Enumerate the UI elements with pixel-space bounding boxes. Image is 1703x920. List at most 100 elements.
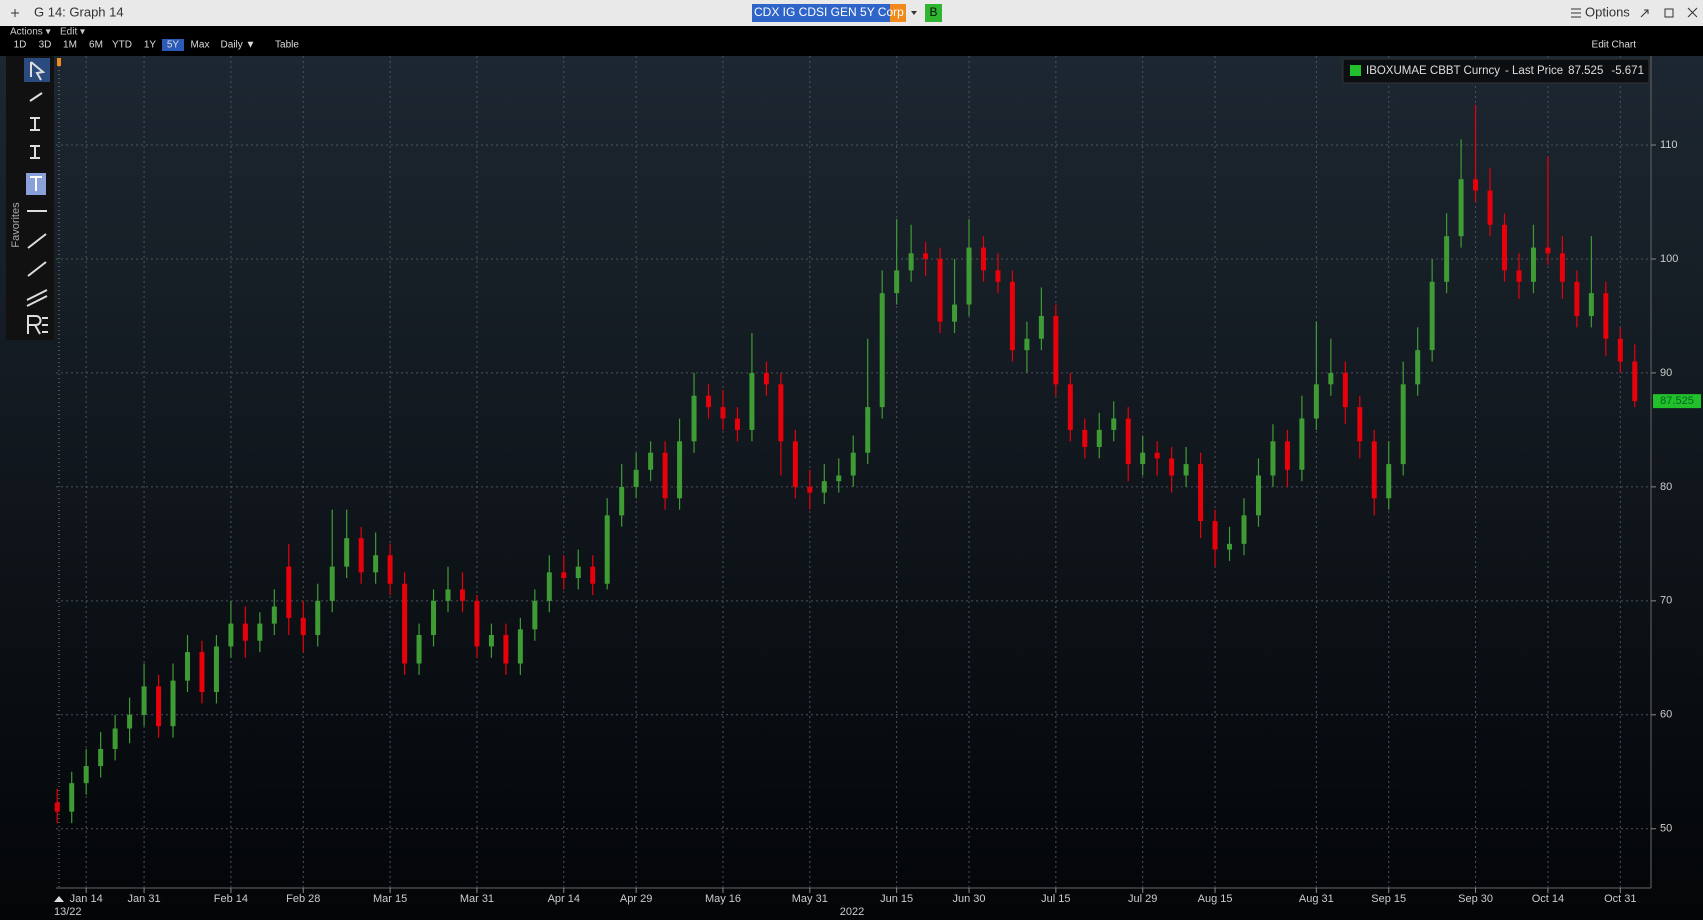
candle-body: [1588, 293, 1594, 316]
candle-body: [1386, 464, 1392, 499]
candle-body: [1530, 247, 1536, 282]
candle-body: [1227, 543, 1233, 550]
candle-body: [980, 247, 986, 271]
start-marker: [54, 896, 64, 902]
candle-body: [1111, 418, 1117, 430]
tool-pen[interactable]: [29, 92, 43, 102]
candle-body: [1545, 247, 1551, 254]
candle-body: [1458, 179, 1464, 237]
candle-body: [1053, 315, 1059, 385]
y-tick-label: 60: [1660, 709, 1672, 721]
candle-body: [517, 629, 523, 664]
candle-body: [257, 623, 263, 641]
legend-text: IBOXUMAE CBBT Curncy - Last Price 87.525 -5…: [1366, 65, 1644, 77]
candle-body: [83, 766, 89, 784]
candle-body: [720, 407, 726, 419]
tool-arrow[interactable]: [30, 61, 46, 81]
candle-body: [474, 600, 480, 647]
tool-trend[interactable]: [27, 233, 47, 249]
candle-body: [459, 589, 465, 601]
menu[interactable]: Edit ▾: [60, 27, 85, 38]
tool-r[interactable]: [27, 315, 48, 335]
candle-body: [894, 270, 900, 294]
candle-body: [1313, 384, 1319, 419]
candle-body: [1284, 441, 1290, 470]
candle-body: [1096, 429, 1102, 447]
x-tick-label: Jul 15: [1041, 893, 1070, 905]
candle-body: [1169, 458, 1175, 476]
candle-body: [1140, 452, 1146, 465]
tool-dollar[interactable]: [30, 145, 40, 159]
legend-part: IBOXUMAE CBBT Curncy: [1366, 65, 1500, 77]
tool-channel[interactable]: [26, 289, 48, 307]
x-tick-label: Mar 15: [373, 893, 407, 905]
menu[interactable]: Actions ▾: [10, 27, 51, 38]
candle-body: [1125, 418, 1131, 465]
candle-body: [315, 600, 321, 636]
ticker-button-label[interactable]: B: [929, 5, 937, 19]
range-button[interactable]: Max: [191, 40, 210, 51]
candle-body: [821, 481, 827, 493]
tool-text-glyph[interactable]: [30, 176, 42, 191]
candle-body: [1183, 464, 1189, 476]
candle-body: [112, 728, 118, 749]
candle-body: [1212, 521, 1218, 550]
range-button[interactable]: 1Y: [144, 40, 157, 51]
y-tick-label: 100: [1660, 253, 1678, 265]
candle-body: [923, 253, 929, 259]
tool-pct[interactable]: [30, 117, 40, 131]
candle-body: [503, 635, 509, 664]
candle-body: [1603, 293, 1609, 339]
legend-box: [1342, 58, 1650, 84]
candle-body: [1617, 338, 1623, 362]
edit-chart[interactable]: Edit Chart: [1592, 40, 1637, 51]
close-icon[interactable]: [1687, 7, 1698, 18]
range-button[interactable]: 6M: [89, 40, 103, 51]
range-button[interactable]: Table: [275, 40, 299, 51]
x-axis-year: 2022: [840, 906, 864, 918]
x-tick-label: Mar 31: [460, 893, 494, 905]
candle-body: [98, 748, 104, 767]
favorites-label[interactable]: Favorites: [10, 202, 22, 248]
range-button[interactable]: YTD: [112, 40, 132, 51]
candle-body: [734, 418, 740, 430]
candle-body: [1632, 361, 1638, 402]
candle-body: [69, 783, 75, 812]
ticker-box[interactable]: [752, 4, 906, 22]
range-button[interactable]: 1D: [14, 40, 27, 51]
ticker-cursor: [890, 4, 906, 22]
candle-body: [532, 600, 538, 630]
y-tick-label: 110: [1660, 139, 1678, 151]
candle-body: [763, 372, 769, 385]
x-tick-label: Jul 29: [1128, 893, 1157, 905]
plot: 50 60 70 80 90 100 110 Jan 14 Jan 31 Feb 14 Feb 28…: [54, 56, 1701, 905]
options-icon[interactable]: [1571, 8, 1581, 18]
candle-body: [300, 617, 306, 636]
candle-body: [358, 538, 364, 573]
candle-body: [127, 714, 133, 729]
x-tick-label: Jun 15: [880, 893, 913, 905]
ticker-button[interactable]: [925, 4, 942, 22]
restore-icon[interactable]: [1664, 8, 1674, 18]
candle-body: [213, 646, 219, 692]
ticker[interactable]: CDX IG CDSI GEN 5Y Corp: [754, 5, 904, 19]
popout-icon[interactable]: [1640, 9, 1649, 18]
candle-body: [1342, 372, 1348, 408]
candle-body: [141, 686, 147, 715]
range-button[interactable]: 5Y: [167, 40, 180, 51]
range-button[interactable]: Daily ▼: [221, 40, 256, 51]
options[interactable]: Options: [1585, 4, 1630, 19]
price-tag-label: 87.525: [1660, 395, 1694, 407]
range-button[interactable]: 1M: [63, 40, 77, 51]
candle-body: [546, 572, 552, 601]
range-button[interactable]: 3D: [39, 40, 52, 51]
tool-ray[interactable]: [27, 261, 47, 277]
candle-body: [1400, 384, 1406, 465]
candle-body: [995, 270, 1001, 282]
ticker-dropdown[interactable]: [911, 11, 917, 15]
candle-body: [1371, 441, 1377, 499]
candle-body: [633, 469, 639, 487]
candle-body: [199, 652, 205, 692]
tool-select[interactable]: [24, 58, 50, 82]
